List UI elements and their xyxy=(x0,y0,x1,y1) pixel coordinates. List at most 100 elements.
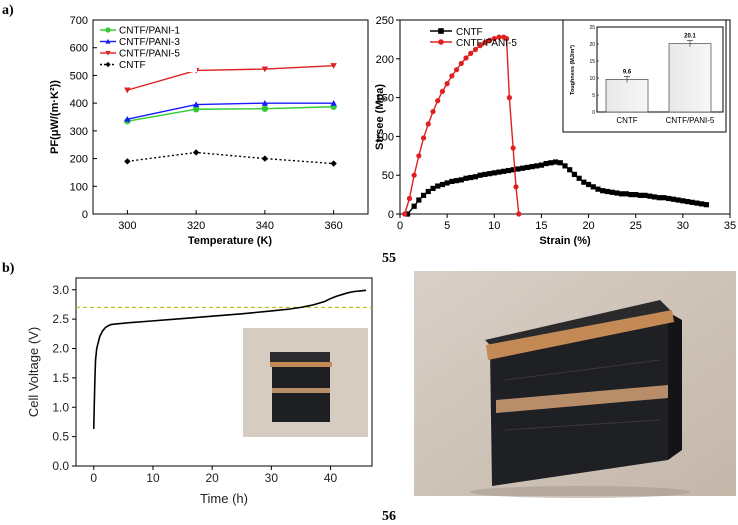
x-tick-label: 10 xyxy=(488,220,500,232)
data-point xyxy=(402,211,408,217)
shadow xyxy=(470,486,690,498)
y-tick-label: 400 xyxy=(70,98,88,110)
y-tick-label: 0 xyxy=(82,209,88,221)
data-point xyxy=(656,195,662,201)
inset-category-label: CNTF/PANI-5 xyxy=(666,116,715,125)
figure-number-bottom: 56 xyxy=(382,509,396,524)
y-tick-label: 250 xyxy=(376,15,394,27)
data-point xyxy=(519,165,526,171)
data-point xyxy=(557,160,563,166)
photo-battery-stack xyxy=(414,271,736,498)
data-point xyxy=(330,160,337,167)
copper-tape-small-top xyxy=(270,362,332,367)
data-point xyxy=(420,192,427,198)
copper-tape-top xyxy=(486,310,674,360)
data-point xyxy=(513,184,519,190)
data-point xyxy=(411,203,417,209)
data-point xyxy=(472,46,479,53)
inset-bar-value-label: 9.6 xyxy=(623,69,632,75)
y-tick-label: 500 xyxy=(70,70,88,82)
inset-y-tick-label: 0 xyxy=(592,110,595,116)
data-point xyxy=(438,39,444,45)
data-point xyxy=(430,185,436,191)
data-point xyxy=(192,101,200,108)
data-point xyxy=(482,39,488,46)
y-tick-label: 200 xyxy=(376,54,394,66)
data-point xyxy=(689,199,695,205)
data-point xyxy=(651,194,658,200)
data-point xyxy=(411,172,417,178)
data-point xyxy=(647,193,653,199)
data-point xyxy=(548,160,554,166)
x-tick-label: 25 xyxy=(630,220,642,232)
data-point xyxy=(670,196,677,202)
data-point xyxy=(486,171,493,177)
data-point xyxy=(438,28,444,34)
series-line xyxy=(127,151,334,165)
y-tick-label: 100 xyxy=(376,131,394,143)
data-point xyxy=(435,183,441,189)
data-point xyxy=(105,38,111,44)
data-point xyxy=(637,192,644,198)
y-axis-label: PF(μW/(m·K²)) xyxy=(49,80,61,154)
x-tick-label: 35 xyxy=(724,220,736,232)
data-point xyxy=(680,198,686,204)
y-tick-label: 0.0 xyxy=(52,459,69,473)
data-point xyxy=(590,184,596,190)
data-point xyxy=(458,60,464,67)
data-point xyxy=(420,135,427,141)
data-point xyxy=(501,168,507,174)
panel-label-a: a) xyxy=(2,3,14,18)
data-point xyxy=(618,191,625,197)
data-point xyxy=(463,175,469,181)
legend-label: CNTF/PANI-1 xyxy=(119,26,180,37)
plot-frame xyxy=(75,277,373,467)
legend-label: CNTF/PANI-3 xyxy=(119,37,180,48)
data-point xyxy=(124,158,131,165)
data-point xyxy=(562,163,568,169)
x-tick-label: 5 xyxy=(444,220,450,232)
battery-side-face xyxy=(668,312,682,460)
data-point xyxy=(124,87,131,94)
y-tick-label: 2.5 xyxy=(52,312,69,326)
data-point xyxy=(468,174,474,181)
y-axis-label: Strsee (Mpa) xyxy=(374,84,386,150)
y-tick-label: 100 xyxy=(70,181,88,193)
data-point xyxy=(510,145,516,151)
data-point xyxy=(192,149,200,156)
x-tick-label: 40 xyxy=(324,471,338,485)
x-tick-label: 10 xyxy=(146,471,160,485)
tape-middle xyxy=(496,385,668,413)
data-point xyxy=(684,198,691,205)
inset-y-tick-label: 10 xyxy=(589,76,595,82)
data-point xyxy=(633,192,639,198)
data-point xyxy=(105,61,111,68)
panel-label-b: b) xyxy=(2,261,15,276)
battery-top-small xyxy=(270,352,330,364)
data-point xyxy=(642,192,648,198)
data-point xyxy=(543,160,549,167)
data-point xyxy=(482,171,488,178)
y-tick-label: 0 xyxy=(388,209,394,221)
data-point xyxy=(503,36,510,42)
data-point xyxy=(261,99,269,106)
data-point xyxy=(435,98,441,104)
inset-y-tick-label: 20 xyxy=(589,42,595,48)
tape-small-middle xyxy=(272,388,330,393)
data-point xyxy=(609,189,615,195)
data-point xyxy=(600,188,606,194)
data-point xyxy=(453,67,460,73)
data-point xyxy=(515,166,521,172)
data-point xyxy=(694,200,700,206)
data-point xyxy=(595,186,601,192)
data-point xyxy=(491,36,497,42)
data-point xyxy=(458,177,464,183)
x-axis-label: Time (h) xyxy=(200,491,248,506)
x-axis-label: Temperature (K) xyxy=(188,235,272,247)
inset-y-tick-label: 5 xyxy=(592,93,595,99)
data-point xyxy=(477,43,483,49)
inset-bar xyxy=(668,43,712,113)
